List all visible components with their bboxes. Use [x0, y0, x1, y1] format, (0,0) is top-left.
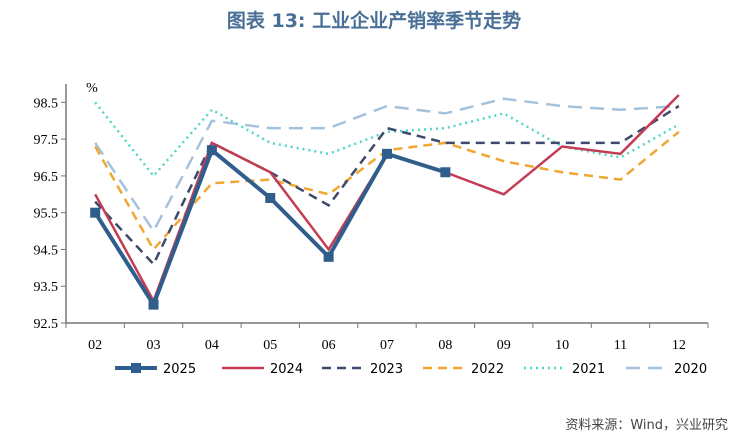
x-tick-label: 10 [555, 338, 569, 353]
x-tick-label: 12 [672, 338, 686, 353]
y-tick-label: 94.5 [34, 243, 59, 258]
y-tick-label: 92.5 [34, 317, 59, 332]
x-tick-label: 05 [263, 338, 277, 353]
x-tick-label: 06 [322, 338, 336, 353]
data-point-2025 [265, 192, 276, 203]
y-tick-label: 98.5 [34, 96, 59, 111]
data-point-2025 [382, 148, 392, 159]
unit-label: % [86, 81, 98, 96]
y-tick-label: 96.5 [34, 170, 59, 185]
data-point-2025 [440, 167, 451, 178]
x-tick-label: 02 [88, 338, 102, 353]
legend-label-2023: 2023 [370, 362, 403, 377]
data-point-2025 [90, 207, 101, 218]
legend-marker-2025 [131, 363, 141, 373]
x-tick-label: 11 [614, 338, 627, 353]
y-tick-label: 93.5 [34, 280, 59, 295]
x-tick-label: 09 [497, 338, 511, 353]
series-line-2020 [94, 97, 679, 234]
chart-title: 图表 13: 工业企业产销率季节走势 [226, 10, 522, 32]
legend-label-2020: 2020 [674, 362, 707, 377]
source-note: 资料来源：Wind，兴业研究 [565, 418, 728, 433]
y-tick-label: 97.5 [34, 133, 59, 148]
series-line-2021 [94, 101, 680, 178]
data-point-2025 [323, 251, 334, 262]
x-tick-label: 07 [380, 338, 394, 353]
x-tick-label: 08 [438, 338, 452, 353]
x-tick-label: 03 [147, 338, 161, 353]
legend-label-2021: 2021 [572, 362, 605, 377]
data-point-2025 [206, 145, 217, 156]
legend-label-2025: 2025 [163, 362, 196, 377]
legend-label-2024: 2024 [270, 362, 303, 377]
legend-label-2022: 2022 [471, 362, 504, 377]
y-tick-label: 95.5 [34, 207, 59, 222]
series-line-2023 [94, 105, 680, 267]
data-point-2025 [148, 299, 159, 310]
x-tick-label: 04 [205, 338, 219, 353]
series-line-2024 [94, 94, 680, 304]
